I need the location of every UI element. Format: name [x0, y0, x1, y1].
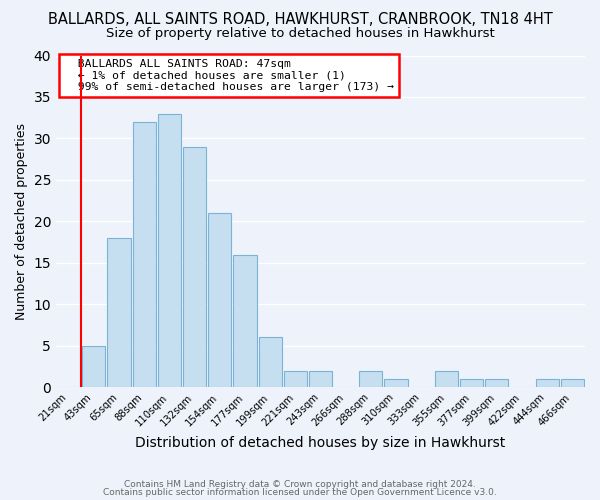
Bar — [158, 114, 181, 387]
Bar — [385, 379, 407, 387]
Bar — [259, 338, 282, 387]
Bar — [233, 254, 257, 387]
Bar — [82, 346, 106, 387]
X-axis label: Distribution of detached houses by size in Hawkhurst: Distribution of detached houses by size … — [136, 436, 506, 450]
Bar — [309, 370, 332, 387]
Bar — [208, 213, 232, 387]
Text: Contains public sector information licensed under the Open Government Licence v3: Contains public sector information licen… — [103, 488, 497, 497]
Bar — [460, 379, 483, 387]
Bar — [359, 370, 382, 387]
Bar — [107, 238, 131, 387]
Bar — [284, 370, 307, 387]
Text: BALLARDS, ALL SAINTS ROAD, HAWKHURST, CRANBROOK, TN18 4HT: BALLARDS, ALL SAINTS ROAD, HAWKHURST, CR… — [47, 12, 553, 28]
Text: Size of property relative to detached houses in Hawkhurst: Size of property relative to detached ho… — [106, 28, 494, 40]
Bar — [561, 379, 584, 387]
Text: BALLARDS ALL SAINTS ROAD: 47sqm
  ← 1% of detached houses are smaller (1)
  99% : BALLARDS ALL SAINTS ROAD: 47sqm ← 1% of … — [64, 59, 394, 92]
Bar — [485, 379, 508, 387]
Bar — [536, 379, 559, 387]
Text: Contains HM Land Registry data © Crown copyright and database right 2024.: Contains HM Land Registry data © Crown c… — [124, 480, 476, 489]
Bar — [183, 146, 206, 387]
Bar — [435, 370, 458, 387]
Bar — [133, 122, 156, 387]
Y-axis label: Number of detached properties: Number of detached properties — [15, 123, 28, 320]
